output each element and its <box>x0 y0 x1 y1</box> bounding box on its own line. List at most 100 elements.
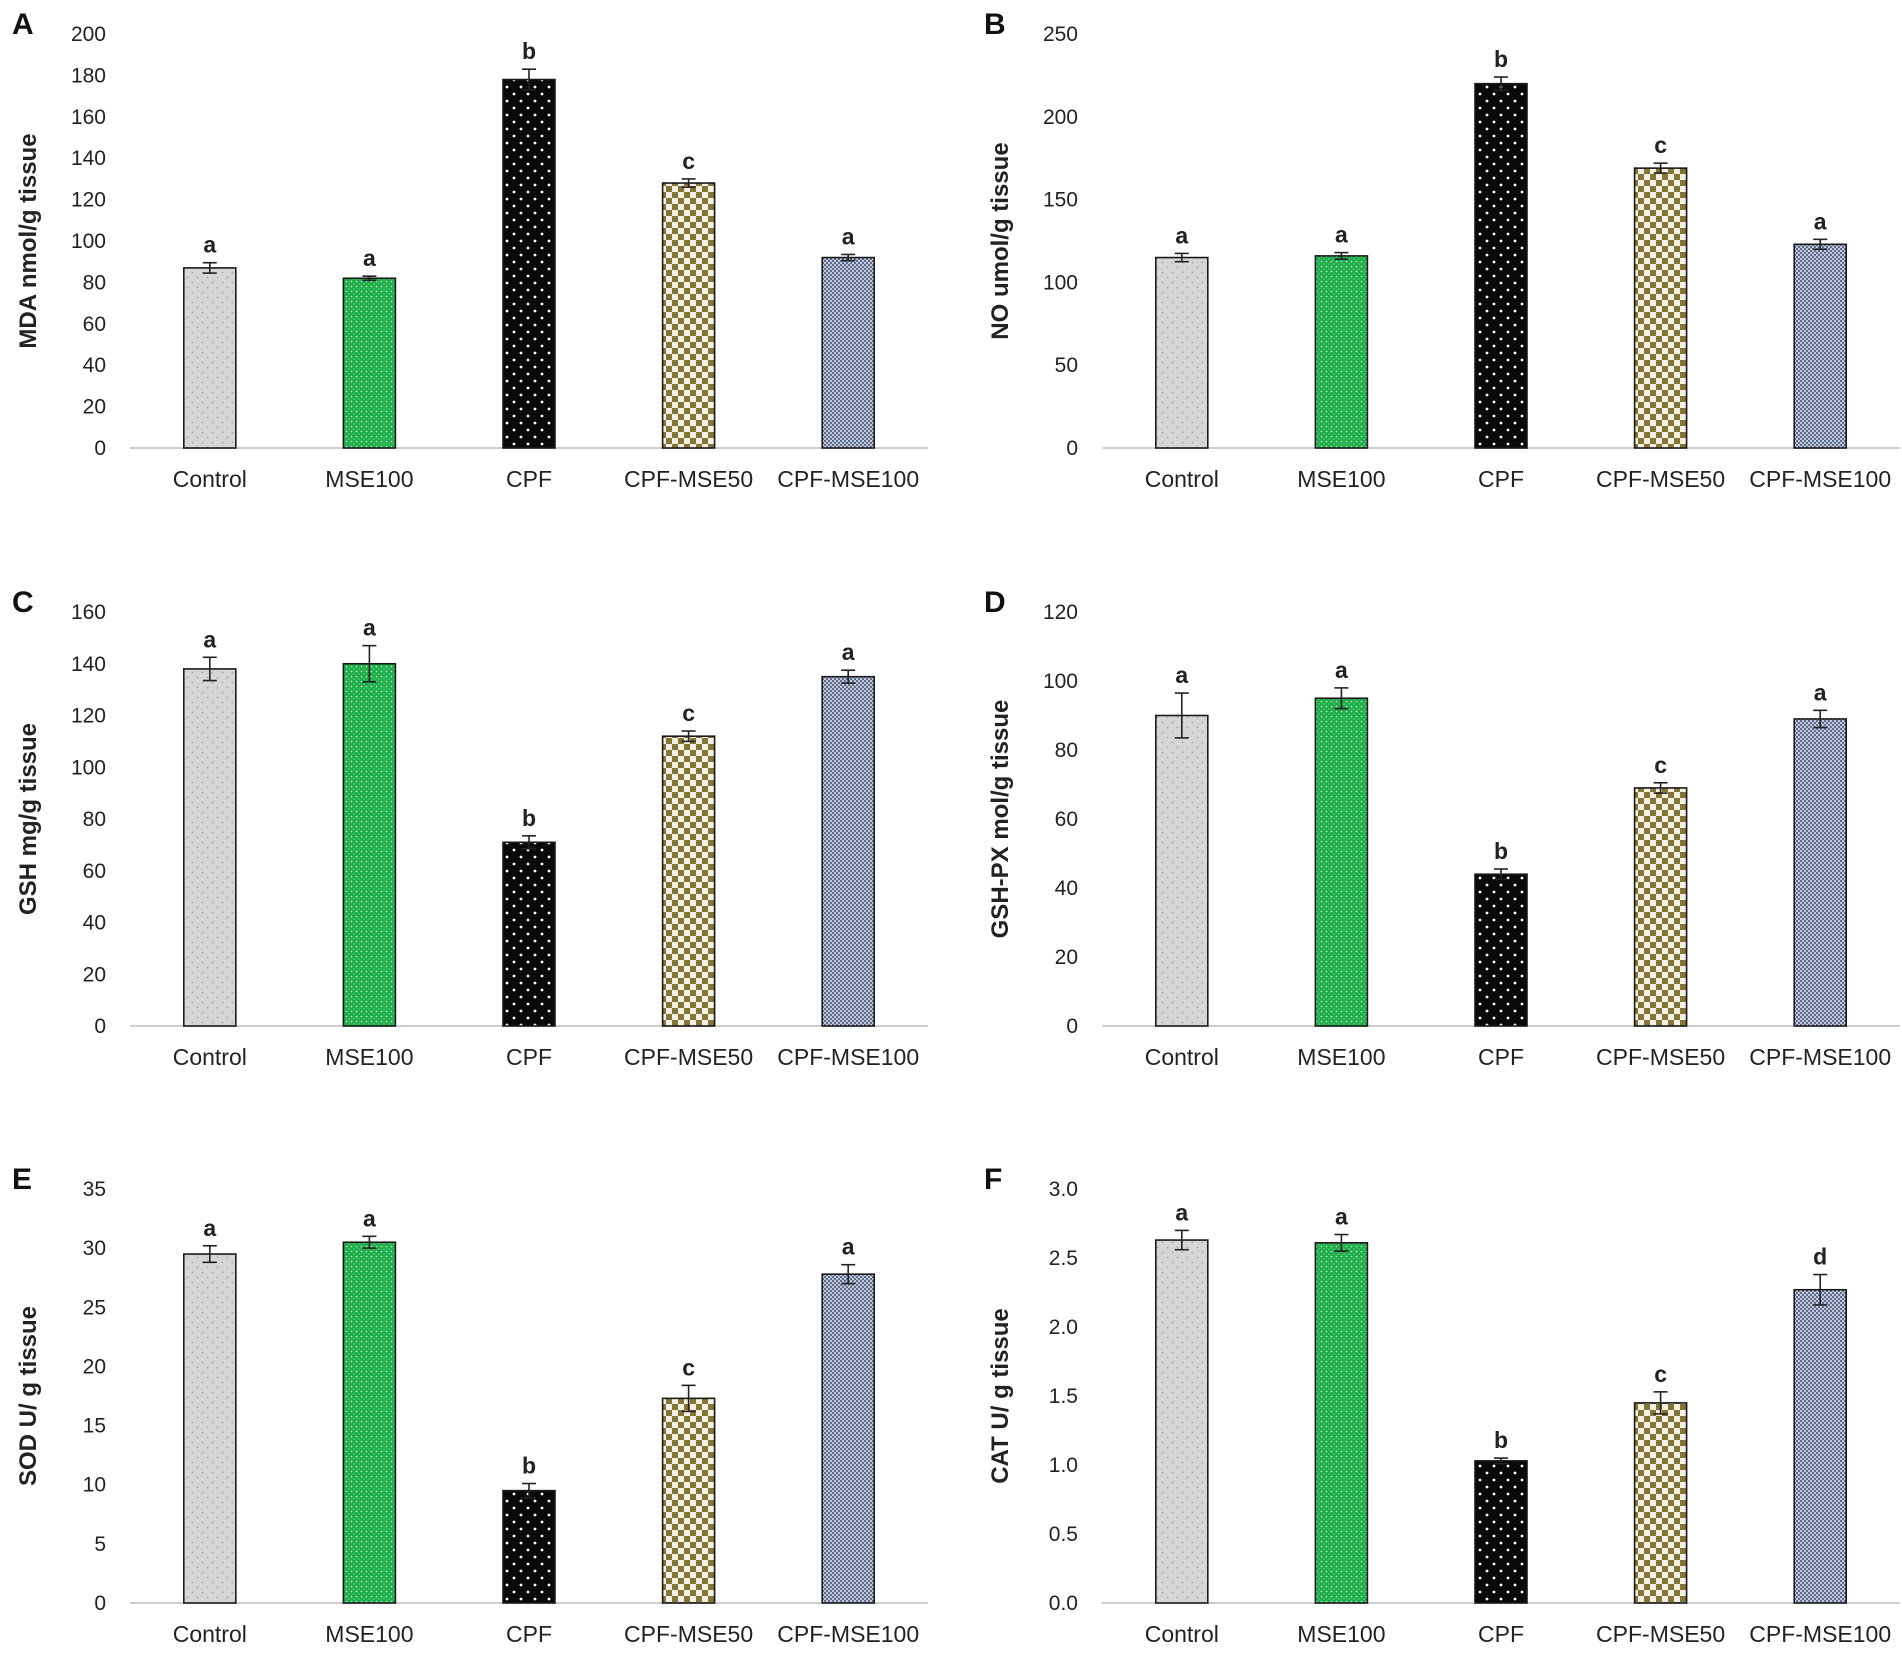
y-tick-label: 3.0 <box>1049 1178 1078 1201</box>
y-tick-label: 1.0 <box>1049 1454 1078 1477</box>
error-bar-control <box>1174 1229 1189 1251</box>
error-bar-mse100 <box>362 275 377 282</box>
x-tick-label-control: Control <box>173 1621 247 1647</box>
panel-label-a: A <box>12 8 34 41</box>
error-bar-cpf-mse100 <box>841 1263 856 1285</box>
chart-panel-b: B NO umol/g tissue 0 50 100 150 200 250 a Control… <box>984 8 1900 492</box>
x-tick-label-cpf-mse50: CPF-MSE50 <box>624 1621 753 1647</box>
bar-cpf-mse50 <box>661 182 716 449</box>
y-tick-label: 80 <box>1055 739 1078 762</box>
bar-mse100 <box>342 662 397 1027</box>
bar-cpf-mse50 <box>661 735 716 1027</box>
error-bar-cpf <box>1494 76 1508 92</box>
error-bar-mse100 <box>362 1235 377 1249</box>
y-tick-label: 30 <box>83 1237 106 1260</box>
significance-label-control: a <box>1175 662 1188 688</box>
y-axis-label-e: SOD U/ g tissue <box>15 1306 42 1486</box>
panel-label-b: B <box>984 8 1006 41</box>
significance-label-cpf: b <box>1494 46 1508 72</box>
significance-label-cpf-mse100: a <box>1814 679 1827 705</box>
chart-panel-e: E SOD U/ g tissue 0 5 10 15 20 25 30 35 a Control a M… <box>12 1163 928 1647</box>
y-tick-label: 100 <box>71 756 106 779</box>
y-tick-label: 20 <box>83 963 106 986</box>
y-tick-label: 40 <box>1055 877 1078 900</box>
significance-label-control: a <box>203 1215 216 1241</box>
error-bar-control <box>202 656 217 682</box>
x-tick-label-cpf-mse50: CPF-MSE50 <box>1596 1044 1725 1070</box>
y-tick-label: 140 <box>71 147 106 170</box>
bar-control <box>183 668 237 1027</box>
y-tick-label: 10 <box>83 1474 106 1497</box>
error-bar-cpf-mse50 <box>1653 162 1668 174</box>
y-tick-label: 50 <box>1055 354 1078 377</box>
x-tick-label-cpf-mse50: CPF-MSE50 <box>1596 1621 1725 1647</box>
x-tick-label-cpf: CPF <box>1478 1044 1524 1070</box>
significance-label-cpf: b <box>522 38 536 64</box>
y-tick-label: 0.0 <box>1049 1592 1078 1615</box>
significance-label-cpf-mse100: a <box>1814 208 1827 234</box>
y-tick-label: 0 <box>94 1015 106 1038</box>
y-tick-label: 5 <box>94 1533 106 1556</box>
error-bar-mse100 <box>1334 1233 1349 1252</box>
error-bar-cpf <box>522 835 536 850</box>
x-tick-label-control: Control <box>1145 466 1219 492</box>
bar-control <box>1155 1239 1209 1604</box>
panel-label-f: F <box>984 1163 1002 1196</box>
chart-panel-f: F CAT U/ g tissue 0.0 0.5 1.0 1.5 2.0 2.5 3.0 a Co… <box>984 1163 1900 1647</box>
y-tick-label: 15 <box>83 1415 106 1438</box>
significance-label-cpf-mse50: c <box>682 700 695 726</box>
y-tick-label: 120 <box>71 705 106 728</box>
x-tick-label-cpf-mse100: CPF-MSE100 <box>777 1044 919 1070</box>
bar-control <box>183 267 237 449</box>
bar-control <box>183 1253 237 1604</box>
y-tick-label: 25 <box>83 1296 106 1319</box>
y-axis-label-b: NO umol/g tissue <box>987 142 1014 339</box>
error-bar-cpf-mse100 <box>1813 709 1828 729</box>
bar-mse100 <box>1314 697 1369 1027</box>
error-bar-mse100 <box>1334 251 1349 261</box>
bar-mse100 <box>342 1241 397 1604</box>
bar-cpf-mse50 <box>1633 167 1688 449</box>
y-axis-label-d: GSH-PX mol/g tissue <box>987 700 1014 939</box>
x-tick-label-control: Control <box>1145 1044 1219 1070</box>
x-tick-label-control: Control <box>173 466 247 492</box>
significance-label-mse100: a <box>1335 222 1348 248</box>
y-tick-label: 60 <box>83 860 106 883</box>
bar-cpf-mse50 <box>1633 1402 1688 1604</box>
chart-panel-c: C GSH mg/g tissue 0 20 40 60 80 100 120 140 160 a Co… <box>12 586 928 1070</box>
y-tick-label: 0.5 <box>1049 1523 1078 1546</box>
bar-cpf <box>502 1489 556 1604</box>
bar-control <box>1155 714 1209 1027</box>
chart-panel-d: D GSH-PX mol/g tissue 0 20 40 60 80 100 120 a Cont… <box>984 586 1900 1070</box>
error-bar-cpf-mse50 <box>681 178 696 188</box>
significance-label-cpf-mse50: c <box>682 1354 695 1380</box>
y-tick-label: 140 <box>71 653 106 676</box>
significance-label-mse100: a <box>363 1205 376 1231</box>
error-bar-control <box>1174 252 1189 263</box>
x-tick-label-cpf: CPF <box>1478 1621 1524 1647</box>
y-tick-label: 35 <box>83 1178 106 1201</box>
bar-cpf-mse100 <box>821 256 876 449</box>
bar-cpf-mse50 <box>661 1397 716 1604</box>
x-tick-label-cpf-mse100: CPF-MSE100 <box>1749 1044 1891 1070</box>
y-tick-label: 60 <box>1055 808 1078 831</box>
y-tick-label: 0 <box>1066 1015 1078 1038</box>
x-tick-label-cpf-mse50: CPF-MSE50 <box>1596 466 1725 492</box>
bar-cpf-mse50 <box>1633 787 1688 1027</box>
y-tick-label: 160 <box>71 601 106 624</box>
y-tick-label: 100 <box>1043 271 1078 294</box>
significance-label-control: a <box>1175 1199 1188 1225</box>
y-axis-label-f: CAT U/ g tissue <box>987 1308 1014 1484</box>
bar-cpf-mse100 <box>1793 1288 1847 1604</box>
x-tick-label-mse100: MSE100 <box>325 466 413 492</box>
error-bar-cpf-mse50 <box>681 730 696 743</box>
x-tick-label-cpf-mse50: CPF-MSE50 <box>624 1044 753 1070</box>
panel-label-d: D <box>984 586 1006 619</box>
x-tick-label-cpf-mse100: CPF-MSE100 <box>777 1621 919 1647</box>
significance-label-cpf: b <box>522 805 536 831</box>
y-tick-label: 120 <box>1043 601 1078 624</box>
y-tick-label: 100 <box>1043 670 1078 693</box>
error-bar-cpf-mse50 <box>1653 781 1668 794</box>
error-bar-cpf <box>1494 868 1508 881</box>
